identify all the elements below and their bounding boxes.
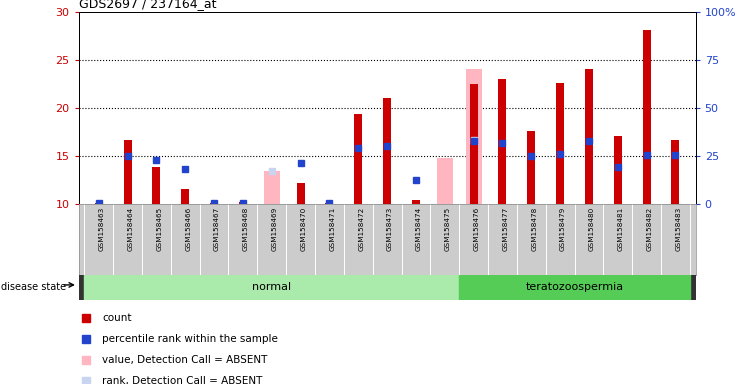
Text: GSM158483: GSM158483 [675, 207, 681, 251]
Bar [239, 202, 247, 204]
Text: normal: normal [252, 282, 291, 292]
Bar [153, 167, 160, 204]
Text: GDS2697 / 237164_at: GDS2697 / 237164_at [79, 0, 216, 10]
Text: teratozoospermia: teratozoospermia [525, 282, 624, 292]
Bar [527, 131, 536, 204]
Text: GSM158473: GSM158473 [387, 207, 393, 251]
Bar [470, 84, 478, 204]
Text: GSM158472: GSM158472 [358, 207, 364, 251]
Text: GSM158469: GSM158469 [272, 207, 278, 251]
Text: count: count [102, 313, 132, 323]
Text: GSM158471: GSM158471 [329, 207, 335, 251]
Text: GSM158468: GSM158468 [243, 207, 249, 251]
Bar [355, 114, 362, 204]
Bar [672, 140, 679, 204]
Text: GSM158474: GSM158474 [416, 207, 422, 251]
Text: GSM158480: GSM158480 [589, 207, 595, 251]
Bar [556, 83, 564, 204]
Text: rank, Detection Call = ABSENT: rank, Detection Call = ABSENT [102, 376, 263, 384]
Text: GSM158476: GSM158476 [473, 207, 479, 251]
Bar [437, 159, 453, 204]
Text: GSM158466: GSM158466 [186, 207, 191, 251]
Bar [383, 98, 391, 204]
Bar [296, 184, 304, 204]
Text: percentile rank within the sample: percentile rank within the sample [102, 334, 278, 344]
Text: GSM158470: GSM158470 [301, 207, 307, 251]
Bar [325, 203, 334, 204]
Text: GSM158465: GSM158465 [156, 207, 162, 251]
Text: GSM158475: GSM158475 [445, 207, 451, 251]
Text: GSM158467: GSM158467 [214, 207, 220, 251]
Bar [614, 136, 622, 204]
Bar [412, 200, 420, 204]
Text: GSM158479: GSM158479 [560, 207, 566, 251]
Bar [498, 79, 506, 204]
Text: GSM158482: GSM158482 [646, 207, 652, 251]
Bar [459, 275, 690, 300]
Text: value, Detection Call = ABSENT: value, Detection Call = ABSENT [102, 355, 267, 365]
Bar [95, 203, 102, 204]
Bar [585, 69, 593, 204]
Bar [264, 171, 280, 204]
Bar [210, 203, 218, 204]
Text: GSM158481: GSM158481 [618, 207, 624, 251]
Bar [466, 69, 482, 204]
Text: GSM158464: GSM158464 [128, 207, 134, 251]
Text: GSM158478: GSM158478 [531, 207, 537, 251]
Text: disease state: disease state [1, 282, 66, 292]
Text: GSM158463: GSM158463 [99, 207, 105, 251]
Text: GSM158477: GSM158477 [503, 207, 509, 251]
Bar [643, 30, 651, 204]
Bar [181, 189, 189, 204]
Bar [85, 275, 459, 300]
Bar [123, 140, 132, 204]
